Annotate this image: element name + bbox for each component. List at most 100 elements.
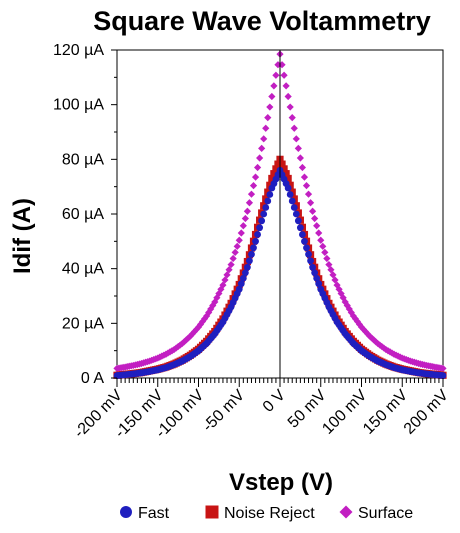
series-fast (113, 166, 447, 379)
data-point (372, 338, 380, 346)
data-point (311, 269, 319, 277)
y-tick-label: 0 A (81, 370, 104, 387)
y-axis-title: Idif (A) (9, 198, 36, 274)
data-point (286, 181, 294, 189)
data-point (256, 154, 264, 162)
data-point (237, 229, 245, 237)
data-point (313, 222, 321, 230)
x-tick-label: -50 mV (200, 387, 249, 436)
data-point (278, 160, 286, 168)
data-point (252, 237, 259, 245)
data-point (300, 173, 309, 181)
data-point (268, 92, 276, 101)
data-point (298, 163, 307, 172)
data-point (343, 301, 351, 310)
data-point (296, 224, 304, 232)
legend-item: Surface (339, 505, 413, 522)
data-point (241, 214, 249, 223)
data-point (353, 317, 362, 326)
y-tick-label: 100 µA (53, 97, 104, 114)
data-point (254, 231, 261, 238)
data-point (192, 325, 201, 334)
legend-item: Noise Reject (205, 505, 315, 522)
data-point (274, 61, 282, 69)
x-tick-label: 100 mV (319, 387, 370, 438)
data-point (251, 173, 260, 181)
data-point (280, 165, 288, 173)
data-point (221, 276, 229, 284)
data-point (305, 250, 312, 258)
data-point (248, 250, 255, 258)
data-point (231, 248, 239, 257)
data-point (229, 254, 237, 263)
y-tick-label: 20 µA (62, 315, 104, 332)
data-point (274, 160, 282, 168)
series-layer (113, 50, 447, 379)
x-axis-title: Vstep (V) (229, 469, 333, 496)
data-point (272, 165, 280, 173)
data-point (341, 298, 349, 306)
data-point (282, 82, 290, 90)
data-point (262, 204, 270, 211)
data-point (301, 237, 308, 245)
data-point (278, 61, 286, 69)
legend-marker (205, 505, 219, 519)
data-point (315, 280, 323, 288)
data-point (237, 280, 245, 288)
data-point (311, 214, 319, 223)
data-point (292, 210, 300, 218)
data-point (215, 289, 223, 298)
data-point (247, 190, 256, 198)
x-tick-label: 0 V (260, 387, 289, 416)
data-point (184, 334, 192, 342)
data-point (258, 144, 266, 152)
legend-label: Noise Reject (224, 505, 315, 522)
data-point (284, 174, 292, 183)
data-point (288, 114, 296, 122)
data-point (260, 135, 268, 143)
data-point (302, 182, 311, 190)
y-axis-ticks: 0 A 20 µA 40 µA 60 µA 80 µA 100 µA 120 µA (53, 42, 117, 387)
data-point (309, 207, 317, 215)
data-point (313, 274, 321, 282)
legend-item: Fast (120, 505, 170, 522)
data-point (359, 325, 368, 334)
y-tick-label: 120 µA (53, 42, 104, 59)
data-point (303, 244, 310, 252)
data-point (264, 197, 272, 205)
legend-marker (120, 506, 132, 518)
data-point (180, 338, 188, 346)
data-point (299, 231, 306, 238)
data-point (286, 103, 294, 111)
data-point (219, 281, 227, 289)
y-tick-label: 60 µA (62, 206, 104, 223)
data-point (270, 170, 278, 178)
data-point (227, 260, 235, 269)
data-point (309, 263, 316, 271)
data-point (233, 242, 241, 250)
data-point (304, 190, 313, 198)
data-point (319, 242, 327, 250)
data-point (235, 236, 243, 244)
data-point (284, 184, 292, 192)
data-point (244, 263, 251, 271)
data-point (253, 163, 262, 172)
data-point (198, 317, 207, 326)
data-point (290, 124, 298, 132)
data-point (243, 207, 251, 215)
data-point (249, 182, 258, 190)
data-point (239, 274, 247, 282)
data-point (256, 224, 264, 232)
data-point (223, 271, 231, 279)
data-point (282, 170, 290, 178)
data-point (288, 197, 296, 205)
data-point (307, 257, 314, 265)
data-point (333, 281, 341, 289)
data-point (241, 269, 249, 277)
data-point (439, 364, 447, 373)
data-point (239, 222, 247, 230)
series-surface (113, 50, 447, 373)
data-point (203, 312, 211, 320)
data-point (292, 135, 300, 143)
